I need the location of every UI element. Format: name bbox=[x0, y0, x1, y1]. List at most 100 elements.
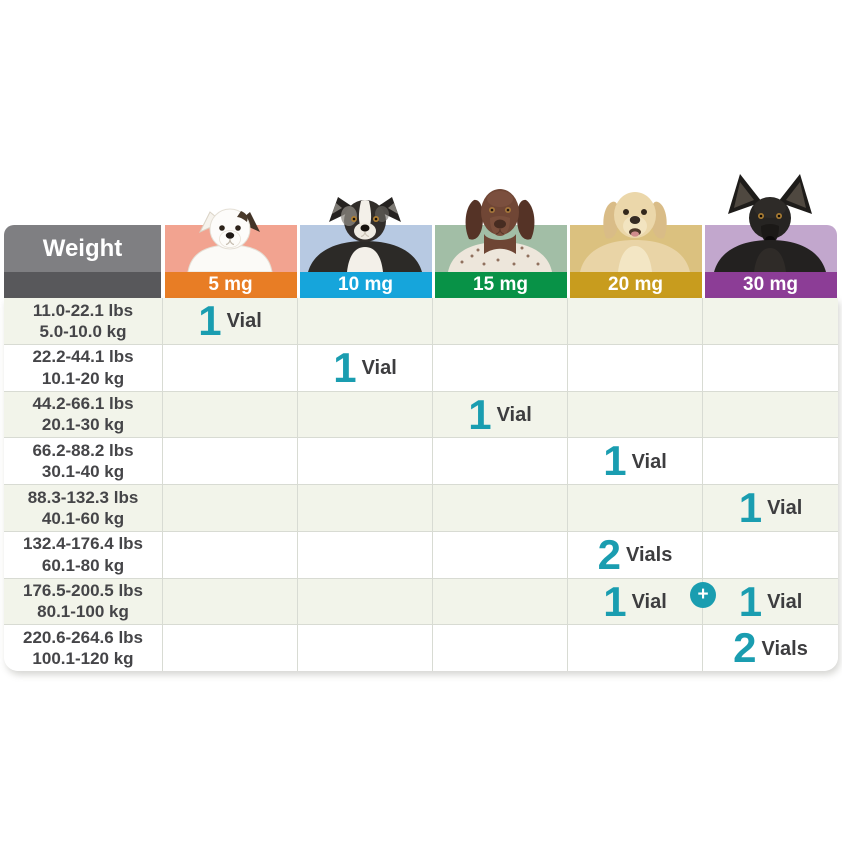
vial-dose: 1 Vial bbox=[603, 440, 667, 482]
weight-range-cell: 220.6-264.6 lbs 100.1-120 kg bbox=[4, 625, 163, 671]
vial-count: 1 bbox=[738, 484, 762, 532]
dose-cell-10mg bbox=[298, 625, 433, 671]
dose-label: 30 mg bbox=[743, 274, 798, 295]
vial-dose: 1 Vial bbox=[738, 484, 803, 532]
weight-range-cell: 22.2-44.1 lbs 10.1-20 kg bbox=[4, 344, 163, 391]
vial-unit: Vials bbox=[626, 544, 673, 567]
dog-photo-german-shorthaired-pointer bbox=[448, 189, 552, 272]
dose-cell-5mg bbox=[163, 485, 298, 531]
vial-unit: Vial bbox=[631, 450, 667, 473]
weight-range-cell: 66.2-88.2 lbs 30.1-40 kg bbox=[4, 438, 163, 484]
table-row: 44.2-66.1 lbs 20.1-30 kg 1 Vial bbox=[4, 390, 838, 439]
dose-cell-10mg bbox=[298, 438, 433, 484]
dose-cell-5mg bbox=[163, 578, 298, 625]
dose-cell-20mg bbox=[568, 485, 703, 531]
dog-photo-yellow-labrador bbox=[580, 192, 690, 272]
table-body: 11.0-22.1 lbs 5.0-10.0 kg 1 Vial 22.2-44… bbox=[4, 298, 838, 671]
dose-cell-15mg bbox=[433, 485, 568, 531]
dose-cell-10mg: 1 Vial bbox=[298, 343, 433, 391]
dog-photo-black-german-shepherd bbox=[714, 174, 826, 272]
weight-header: Weight bbox=[4, 225, 161, 272]
dose-cell-15mg bbox=[433, 578, 568, 625]
dose-header-10mg: 10 mg bbox=[299, 272, 432, 298]
dose-cell-10mg bbox=[298, 578, 433, 625]
weight-kg: 100.1-120 kg bbox=[32, 649, 134, 669]
weight-kg: 30.1-40 kg bbox=[41, 462, 125, 482]
dose-cell-5mg bbox=[163, 438, 298, 484]
vial-unit: Vial bbox=[767, 497, 803, 520]
dose-cell-30mg bbox=[703, 392, 838, 438]
dose-cell-30mg bbox=[703, 532, 838, 578]
table-row: 132.4-176.4 lbs 60.1-80 kg 2 Vials bbox=[4, 530, 838, 579]
dose-cell-20mg bbox=[568, 298, 703, 344]
dose-cell-30mg bbox=[703, 298, 838, 344]
vial-count: 1 bbox=[198, 298, 221, 345]
dose-cell-15mg bbox=[433, 531, 568, 578]
vial-count: 2 bbox=[597, 530, 621, 578]
dose-header-5mg: 5 mg bbox=[164, 272, 297, 298]
dose-cell-30mg bbox=[703, 438, 838, 484]
dose-cell-5mg bbox=[163, 344, 298, 391]
dose-cell-30mg bbox=[703, 345, 838, 391]
weight-kg: 5.0-10.0 kg bbox=[39, 321, 127, 341]
dose-cell-10mg bbox=[298, 391, 433, 438]
dose-cell-5mg bbox=[163, 391, 298, 438]
dose-cell-20mg bbox=[568, 625, 703, 671]
table-row: 11.0-22.1 lbs 5.0-10.0 kg 1 Vial bbox=[4, 298, 838, 345]
dose-cell-15mg: 1 Vial bbox=[433, 390, 568, 438]
table-row: 88.3-132.3 lbs 40.1-60 kg 1 Vial bbox=[4, 485, 838, 532]
vial-dose: 1 Vial bbox=[468, 390, 532, 438]
vial-unit: Vial bbox=[496, 403, 532, 426]
dose-cell-30mg: 2 Vials bbox=[703, 625, 838, 671]
dose-cell-20mg: 2 Vials bbox=[568, 530, 703, 578]
table-row: 220.6-264.6 lbs 100.1-120 kg 2 Vials bbox=[4, 625, 838, 671]
dose-cell-5mg bbox=[163, 531, 298, 578]
dose-cell-30mg: 1 Vial bbox=[703, 579, 838, 625]
dose-cell-20mg bbox=[568, 344, 703, 391]
dose-cell-15mg bbox=[433, 625, 568, 671]
dose-cell-15mg bbox=[433, 438, 568, 484]
weight-kg: 60.1-80 kg bbox=[41, 555, 125, 575]
dose-cell-10mg bbox=[298, 531, 433, 578]
dose-cell-20mg bbox=[568, 391, 703, 438]
dose-cell-20mg: 1 Vial bbox=[568, 578, 703, 625]
dose-cell-5mg: 1 Vial bbox=[163, 298, 298, 344]
weight-lbs: 88.3-132.3 lbs bbox=[27, 487, 139, 507]
vial-unit: Vial bbox=[226, 310, 262, 333]
weight-range-cell: 132.4-176.4 lbs 60.1-80 kg bbox=[4, 531, 163, 578]
dose-cell-20mg: 1 Vial bbox=[568, 438, 703, 484]
dose-cell-15mg bbox=[433, 344, 568, 391]
dog-photo-australian-shepherd bbox=[308, 197, 422, 272]
dose-header-15mg: 15 mg bbox=[434, 272, 567, 298]
weight-range-cell: 176.5-200.5 lbs 80.1-100 kg bbox=[4, 578, 163, 625]
vial-dose: 1 Vial bbox=[739, 580, 803, 622]
dose-cell-10mg bbox=[298, 298, 433, 344]
dose-label: 10 mg bbox=[338, 274, 393, 295]
vial-dose: 1 Vial bbox=[603, 580, 667, 622]
vial-unit: Vials bbox=[761, 637, 808, 660]
vial-dose: 2 Vials bbox=[733, 624, 808, 671]
plus-icon: + bbox=[690, 582, 716, 608]
vial-dose: 1 Vial bbox=[198, 298, 262, 345]
weight-lbs: 220.6-264.6 lbs bbox=[22, 627, 144, 647]
table-row: 22.2-44.1 lbs 10.1-20 kg 1 Vial bbox=[4, 343, 838, 392]
vial-count: 1 bbox=[468, 390, 491, 438]
vial-count: 1 bbox=[333, 343, 356, 391]
weight-lbs: 176.5-200.5 lbs bbox=[22, 581, 144, 601]
dose-label: 15 mg bbox=[473, 274, 528, 295]
weight-kg: 20.1-30 kg bbox=[41, 415, 125, 435]
vial-unit: Vial bbox=[361, 357, 397, 380]
dog-photo-jack-russell-terrier bbox=[187, 208, 273, 272]
weight-kg: 80.1-100 kg bbox=[37, 602, 129, 622]
dose-cell-10mg bbox=[298, 485, 433, 531]
vial-unit: Vial bbox=[767, 590, 803, 613]
weight-lbs: 22.2-44.1 lbs bbox=[32, 347, 134, 367]
vial-dose: 1 Vial bbox=[333, 343, 397, 391]
weight-header-label: Weight bbox=[42, 234, 123, 262]
weight-range-cell: 88.3-132.3 lbs 40.1-60 kg bbox=[4, 485, 163, 531]
dose-label: 5 mg bbox=[208, 274, 253, 295]
dose-label: 20 mg bbox=[608, 274, 663, 295]
vial-count: 2 bbox=[733, 624, 756, 671]
weight-lbs: 132.4-176.4 lbs bbox=[22, 534, 144, 554]
